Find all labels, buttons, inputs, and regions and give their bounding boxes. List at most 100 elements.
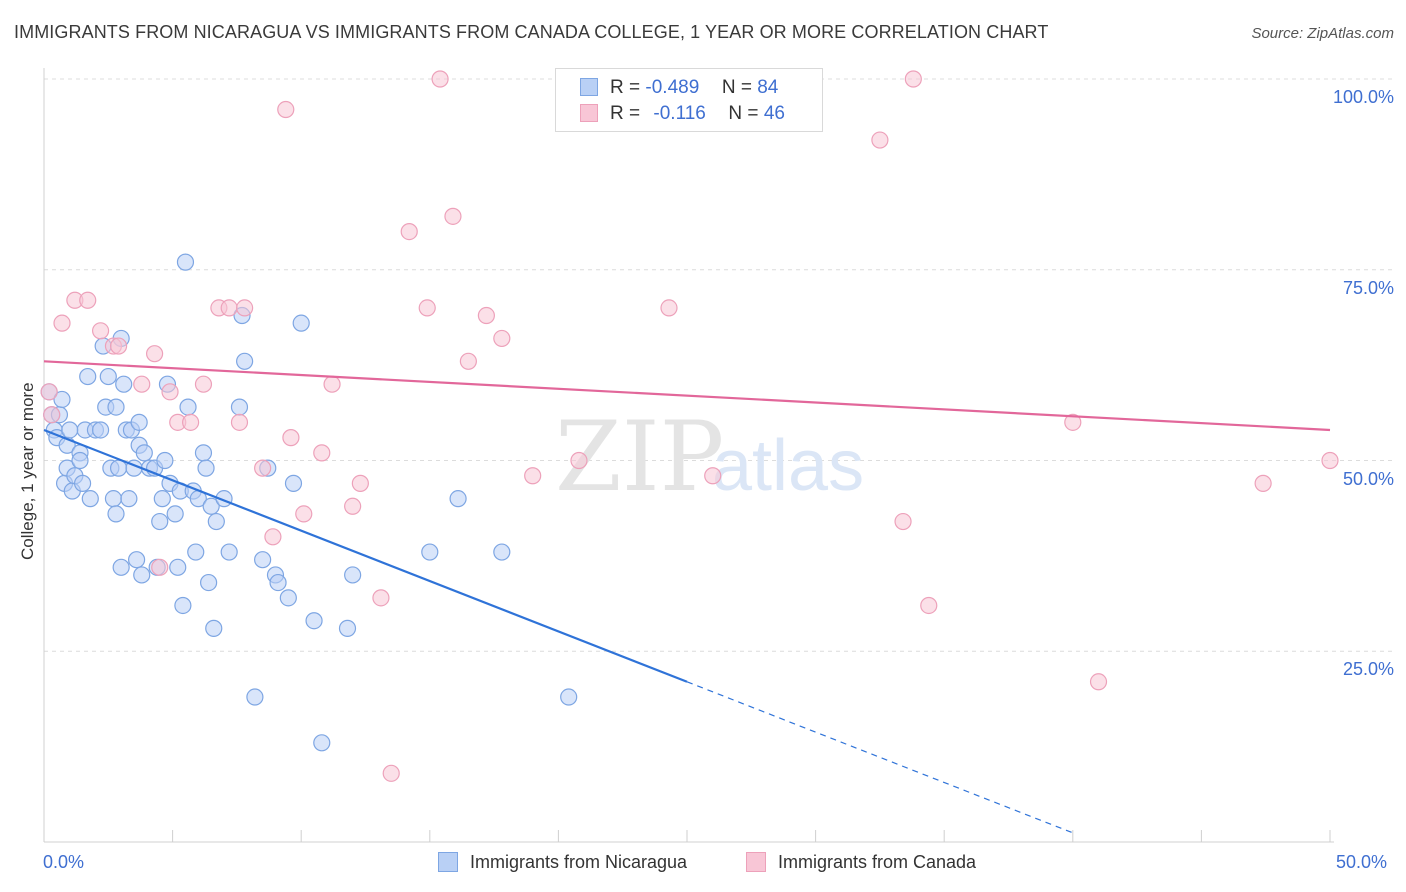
data-point bbox=[53, 314, 71, 332]
data-point bbox=[313, 444, 331, 462]
trend-lines bbox=[43, 360, 1331, 834]
data-point bbox=[166, 505, 184, 523]
data-point bbox=[179, 398, 197, 416]
data-point bbox=[449, 490, 467, 508]
data-point bbox=[704, 467, 722, 485]
y-tick-label: 50.0% bbox=[1342, 468, 1394, 489]
data-point bbox=[236, 352, 254, 370]
data-point bbox=[351, 474, 369, 492]
data-point bbox=[313, 734, 331, 752]
data-point bbox=[344, 497, 362, 515]
data-point bbox=[372, 589, 390, 607]
data-point bbox=[269, 573, 287, 592]
data-point bbox=[338, 619, 357, 637]
trend-line-nicaragua bbox=[43, 428, 688, 683]
data-point bbox=[153, 490, 171, 508]
data-point bbox=[920, 596, 938, 615]
data-point bbox=[871, 131, 889, 149]
data-point bbox=[1089, 673, 1108, 691]
data-point bbox=[161, 383, 179, 401]
data-point bbox=[431, 70, 449, 88]
data-point bbox=[418, 299, 436, 317]
canada-points bbox=[40, 70, 1339, 782]
data-point bbox=[295, 505, 313, 523]
data-point bbox=[421, 543, 439, 561]
watermark: ZIP atlas bbox=[555, 401, 864, 513]
data-point bbox=[279, 589, 297, 607]
data-point bbox=[305, 612, 323, 630]
data-point bbox=[230, 413, 249, 431]
data-point bbox=[382, 764, 400, 782]
data-point bbox=[292, 314, 310, 332]
data-point bbox=[493, 543, 511, 561]
legend-swatch-nicaragua bbox=[580, 78, 598, 96]
data-point bbox=[176, 253, 195, 271]
data-point bbox=[323, 375, 341, 393]
stats-legend: R = -0.489 N = 84 R = -0.116 N = 46 bbox=[555, 68, 823, 132]
data-point bbox=[133, 375, 151, 393]
data-point bbox=[71, 451, 89, 470]
data-point bbox=[400, 223, 418, 241]
data-point bbox=[200, 573, 218, 592]
y-tick-label: 100.0% bbox=[1332, 87, 1394, 107]
data-point bbox=[197, 459, 215, 477]
data-point bbox=[254, 551, 272, 569]
y-axis-label: College, 1 year or more bbox=[18, 382, 37, 560]
legend-r-value: -0.489 bbox=[645, 77, 700, 98]
data-point bbox=[174, 596, 192, 615]
data-point bbox=[91, 421, 110, 439]
data-point bbox=[202, 497, 220, 515]
data-point bbox=[524, 467, 542, 485]
data-point bbox=[151, 512, 169, 531]
bottom-legend-label-canada: Immigrants from Canada bbox=[778, 852, 977, 872]
data-point bbox=[264, 528, 282, 546]
data-point bbox=[61, 421, 79, 439]
bottom-legend-swatch-nicaragua bbox=[438, 852, 458, 872]
data-point bbox=[277, 100, 295, 119]
data-point bbox=[194, 375, 213, 393]
legend-n-value: 84 bbox=[757, 77, 779, 98]
nicaragua-points bbox=[40, 253, 578, 752]
bottom-legend-canada: Immigrants from Canada bbox=[746, 852, 976, 873]
data-point bbox=[133, 566, 151, 584]
data-point bbox=[99, 367, 117, 386]
data-point bbox=[120, 490, 138, 508]
data-point bbox=[1254, 474, 1272, 492]
watermark-atlas: atlas bbox=[712, 426, 864, 506]
legend-n-label: N = bbox=[728, 103, 759, 124]
data-point bbox=[493, 329, 511, 348]
data-point bbox=[169, 558, 187, 576]
legend-r-label: R = bbox=[610, 77, 641, 98]
data-point bbox=[145, 345, 164, 363]
data-point bbox=[344, 566, 362, 584]
data-point bbox=[109, 337, 128, 355]
legend-row-nicaragua: R = -0.489 N = 84 bbox=[580, 77, 778, 99]
trend-line-canada bbox=[43, 360, 1331, 432]
data-point bbox=[560, 688, 578, 706]
legend-n-value: 46 bbox=[763, 103, 785, 124]
data-point bbox=[236, 299, 254, 317]
data-point bbox=[205, 619, 223, 637]
legend-r-label: R = bbox=[610, 103, 641, 124]
data-point bbox=[459, 352, 477, 370]
data-point bbox=[79, 291, 97, 309]
data-point bbox=[53, 390, 71, 409]
data-point bbox=[91, 322, 110, 340]
y-axis-label-wrap: College, 1 year or more bbox=[18, 382, 38, 780]
data-point bbox=[156, 451, 174, 470]
data-point bbox=[43, 406, 61, 424]
data-point bbox=[127, 551, 146, 569]
data-point bbox=[904, 70, 922, 88]
data-point bbox=[79, 367, 97, 386]
bottom-legend-nicaragua: Immigrants from Nicaragua bbox=[438, 852, 687, 873]
data-point bbox=[107, 398, 125, 416]
data-point bbox=[1064, 413, 1082, 431]
chart-title: IMMIGRANTS FROM NICARAGUA VS IMMIGRANTS … bbox=[14, 22, 1049, 42]
data-point bbox=[660, 299, 678, 317]
data-point bbox=[246, 688, 264, 706]
bottom-legend-label-nicaragua: Immigrants from Nicaragua bbox=[470, 852, 688, 872]
y-tick-label: 75.0% bbox=[1342, 277, 1394, 298]
data-point bbox=[73, 474, 92, 492]
data-point bbox=[444, 207, 462, 225]
